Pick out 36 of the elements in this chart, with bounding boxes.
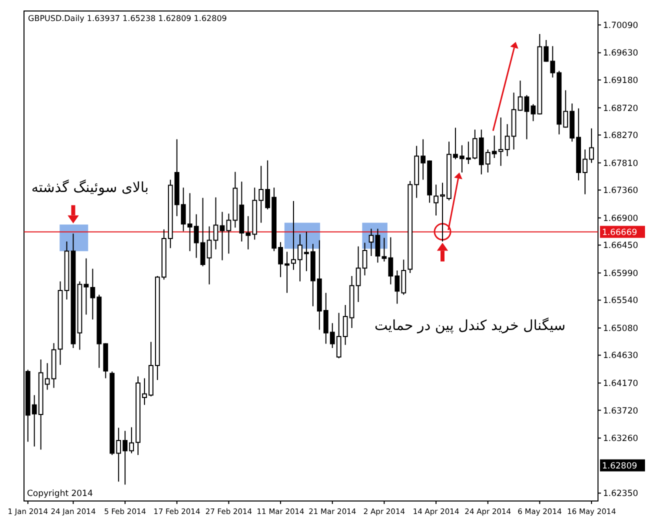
y-tick-label: 1.63260 (603, 434, 638, 444)
candlestick (368, 228, 374, 256)
y-tick-label: 1.68270 (603, 131, 638, 142)
y-tick-label: 1.70090 (603, 20, 638, 31)
candlestick (213, 196, 218, 250)
y-tick-label: 1.64630 (603, 351, 638, 362)
candlestick (70, 233, 76, 348)
annotation: Copyright 2014 (27, 489, 93, 499)
candlestick (58, 280, 63, 366)
candlestick (226, 213, 232, 254)
y-tick-label: 1.66450 (603, 241, 638, 252)
candlestick (77, 280, 82, 350)
y-tick-label: 1.65080 (603, 324, 638, 334)
y-tick-label: 1.67810 (603, 158, 638, 169)
y-tick-label: 1.62350 (603, 489, 638, 500)
y-tick-label: 1.65540 (603, 296, 638, 306)
y-tick-label: 1.64170 (603, 379, 638, 390)
candlestick (362, 242, 368, 276)
y-tick-label: 1.69630 (603, 48, 638, 59)
candlestick (524, 94, 530, 140)
y-tick-label: 1.63720 (603, 406, 638, 416)
candlestick (511, 92, 516, 150)
text: 1.62809 (602, 461, 638, 472)
y-tick-label: 1.69180 (603, 76, 638, 86)
candlestick (518, 80, 523, 112)
y-tick-label: 1.66900 (603, 214, 638, 224)
candlestick (375, 228, 380, 264)
ref-line-label: 1.66669 (602, 228, 638, 238)
chart-title: GBPUSD.Daily 1.63937 1.65238 1.62809 1.62809 (28, 14, 227, 23)
y-tick-label: 1.68720 (603, 104, 638, 114)
annotation: بالای سوئینگ گذشته (31, 179, 149, 196)
candlestick (220, 211, 225, 261)
y-tick-label: 1.65990 (603, 268, 638, 279)
annotation: سیگنال خرید کندل پین در حمایت (374, 317, 566, 334)
candlestick (64, 240, 70, 300)
y-tick-label: 1.67360 (603, 186, 638, 196)
